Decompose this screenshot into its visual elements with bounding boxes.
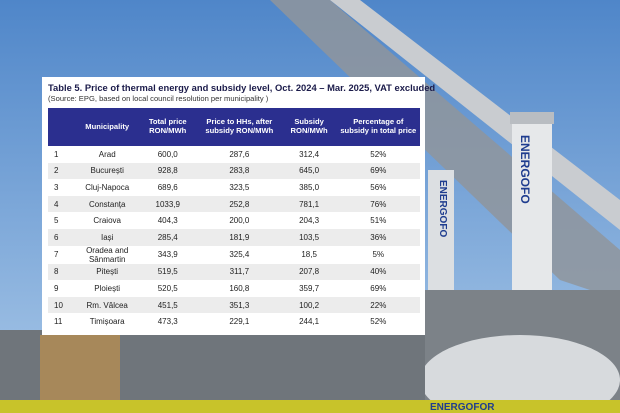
table-cell: 100,2: [281, 296, 337, 314]
table-row: 1 Arad 600,0 287,6 312,4 52%: [48, 146, 420, 163]
table-cell: 2: [48, 162, 76, 180]
table-body: 1 Arad 600,0 287,6 312,4 52% 2 București 928,8 28…: [48, 146, 420, 330]
table-cell: 404,3: [157, 216, 178, 226]
table-cell: 285,4: [138, 228, 198, 246]
table-row: 6 Iași 285,4 181,9 103,5 36%: [48, 228, 420, 246]
table-row: 8 Pitești 519,5 311,7 207,8 40%: [48, 263, 420, 281]
table-cell: 5%: [372, 250, 385, 260]
table-cell: 69%: [370, 283, 387, 293]
table-cell: Constanța: [76, 195, 139, 213]
table-cell: 4: [48, 195, 76, 213]
table-row: 7 Oradea and Sânmartin 343,9 325,4 18,5 5%: [48, 246, 420, 264]
header-cell: Percentage of subsidy in total price: [336, 108, 420, 146]
table-cell: 204,3: [299, 216, 320, 226]
table-row: 11 Timișoara 473,3 229,1 244,1 52%: [48, 313, 420, 330]
table-cell: Ploiești: [94, 283, 121, 293]
table-cell: 207,8: [281, 263, 337, 281]
table-cell: 22%: [336, 296, 420, 314]
table-row: 3 Cluj-Napoca 689,6 323,5 385,0 56%: [48, 179, 420, 196]
table: Municipality Total price RON/MWh Price to …: [48, 108, 420, 330]
table-cell: 283,8: [197, 162, 282, 180]
table-cell: 8: [48, 263, 76, 281]
table-cell: 689,6: [157, 182, 178, 192]
table-cell: 244,1: [299, 317, 320, 327]
header-cell: Price to HHs, after subsidy RON/MWh: [197, 108, 282, 146]
table-cell: 52%: [370, 149, 387, 159]
table-cell: 781,1: [281, 195, 337, 213]
table-cell: 56%: [370, 182, 387, 192]
table-cell: 287,6: [229, 149, 250, 159]
header-row: Municipality Total price RON/MWh Price to …: [48, 108, 420, 146]
table-row: 2 București 928,8 283,8 645,0 69%: [48, 162, 420, 180]
table-cell: 76%: [336, 195, 420, 213]
table-cell: 51%: [370, 216, 387, 226]
table-cell: 519,5: [138, 263, 198, 281]
table-cell: 385,0: [299, 182, 320, 192]
table-cell: Cluj-Napoca: [85, 182, 130, 192]
tower-text: ENERGOFO: [437, 180, 448, 237]
table-cell: 18,5: [301, 250, 317, 260]
table-cell: 160,8: [229, 283, 250, 293]
table-cell: 1: [54, 149, 59, 159]
table-cell: 6: [48, 228, 76, 246]
header-cell: Total price RON/MWh: [138, 108, 198, 146]
table-cell: Craiova: [93, 216, 121, 226]
table-cell: 1033,9: [138, 195, 198, 213]
table-cell: 451,5: [138, 296, 198, 314]
tower-text: ENERGOFO: [518, 135, 532, 204]
table-row: 5 Craiova 404,3 200,0 204,3 51%: [48, 212, 420, 229]
table-row: 9 Ploiești 520,5 160,8 359,7 69%: [48, 280, 420, 297]
table-cell: 311,7: [197, 263, 282, 281]
table-cell: 343,9: [157, 250, 178, 260]
table-row: 4 Constanța 1033,9 252,8 781,1 76%: [48, 195, 420, 213]
table-cell: 10: [48, 296, 76, 314]
table-cell: Rm. Vâlcea: [76, 296, 139, 314]
table-cell: 312,4: [299, 149, 320, 159]
table-title: Table 5. Price of thermal energy and sub…: [48, 82, 436, 93]
table-row: 10 Rm. Vâlcea 451,5 351,3 100,2 22%: [48, 296, 420, 314]
table-cell: 928,8: [138, 162, 198, 180]
table-cell: 181,9: [197, 228, 282, 246]
table-cell: 600,0: [157, 149, 178, 159]
table-cell: 5: [54, 216, 59, 226]
table-cell: 9: [54, 283, 59, 293]
header-cell: [48, 108, 76, 146]
table-cell: 473,3: [157, 317, 178, 327]
table-cell: 40%: [336, 263, 420, 281]
header-cell: Subsidy RON/MWh: [281, 108, 337, 146]
table-cell: Pitești: [76, 263, 139, 281]
table-cell: 7: [54, 250, 59, 260]
table-cell: 200,0: [229, 216, 250, 226]
table-cell: București: [76, 162, 139, 180]
table-cell: 323,5: [229, 182, 250, 192]
table-cell: 52%: [370, 317, 387, 327]
table-cell: Arad: [98, 149, 116, 159]
table-cell: Timișoara: [89, 317, 125, 327]
table-card: Table 5. Price of thermal energy and sub…: [42, 77, 436, 335]
table-source: (Source: EPG, based on local council res…: [48, 94, 269, 103]
table-cell: 645,0: [281, 162, 337, 180]
table-cell: 36%: [336, 228, 420, 246]
table-cell: 351,3: [197, 296, 282, 314]
table-cell: 325,4: [229, 250, 250, 260]
table-cell: Iași: [76, 228, 139, 246]
table-cell: 229,1: [229, 317, 250, 327]
header-cell: Municipality: [76, 108, 139, 146]
table-cell: 252,8: [197, 195, 282, 213]
table-cell: 103,5: [281, 228, 337, 246]
tank-text: ENERGOFOR: [430, 402, 495, 413]
table-cell: 520,5: [157, 283, 178, 293]
table-cell: 359,7: [299, 283, 320, 293]
table-cell: 69%: [336, 162, 420, 180]
table-cell: 3: [54, 182, 59, 192]
table-cell: 11: [54, 317, 63, 327]
table-cell: Oradea and Sânmartin: [86, 245, 129, 264]
